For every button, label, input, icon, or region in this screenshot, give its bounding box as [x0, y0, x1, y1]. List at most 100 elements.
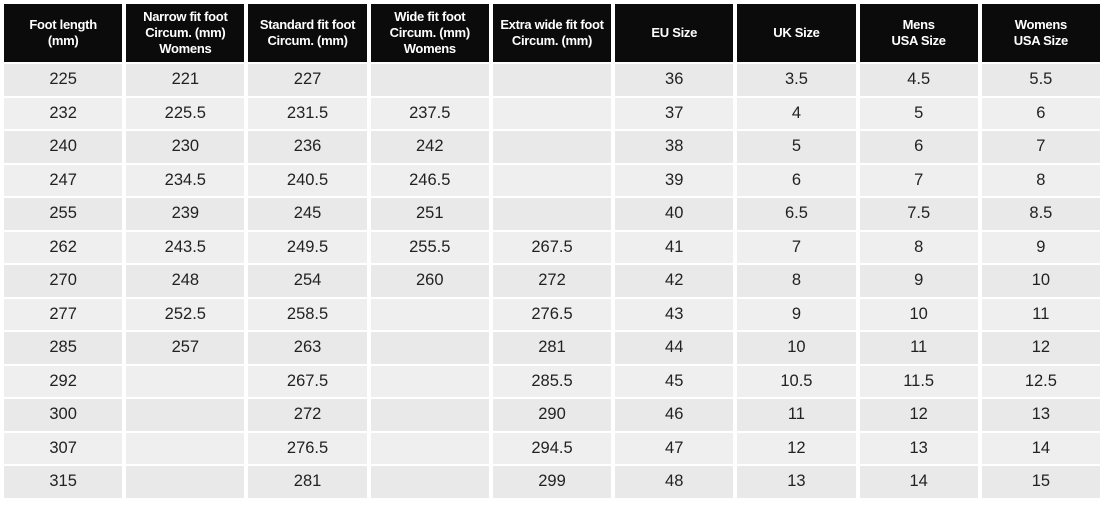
table-cell: 270 [4, 265, 123, 297]
table-cell [370, 332, 489, 364]
table-cell: 272 [248, 399, 367, 431]
table-cell: 11 [859, 332, 978, 364]
table-cell: 254 [248, 265, 367, 297]
table-cell [492, 97, 612, 129]
table-cell [370, 64, 489, 96]
table-cell: 11 [737, 399, 856, 431]
table-cell: 8 [981, 164, 1100, 196]
table-cell: 38 [615, 131, 734, 163]
table-cell [126, 365, 245, 397]
table-cell: 276.5 [248, 432, 367, 464]
table-cell: 9 [981, 231, 1100, 263]
table-cell: 237.5 [370, 97, 489, 129]
header-cell: Womens USA Size [981, 4, 1100, 62]
table-cell: 242 [370, 131, 489, 163]
table-cell: 7.5 [859, 198, 978, 230]
table-cell: 8 [737, 265, 856, 297]
table-cell: 11 [981, 298, 1100, 330]
header-cell: Standard fit foot Circum. (mm) [248, 4, 367, 62]
header-cell: EU Size [615, 4, 734, 62]
table-cell: 12 [859, 399, 978, 431]
table-cell: 40 [615, 198, 734, 230]
table-cell: 4 [737, 97, 856, 129]
table-cell: 225.5 [126, 97, 245, 129]
table-cell [126, 466, 245, 498]
table-cell: 10.5 [737, 365, 856, 397]
table-cell: 15 [981, 466, 1100, 498]
table-cell: 263 [248, 332, 367, 364]
table-cell: 7 [981, 131, 1100, 163]
table-cell: 12 [737, 432, 856, 464]
table-cell [126, 432, 245, 464]
table-cell: 45 [615, 365, 734, 397]
table-cell: 221 [126, 64, 245, 96]
table-cell: 243.5 [126, 231, 245, 263]
table-cell: 272 [492, 265, 612, 297]
table-cell: 252.5 [126, 298, 245, 330]
table-cell [370, 466, 489, 498]
table-cell: 299 [492, 466, 612, 498]
table-cell: 5 [859, 97, 978, 129]
table-cell: 276.5 [492, 298, 612, 330]
table-cell: 8.5 [981, 198, 1100, 230]
table-cell: 245 [248, 198, 367, 230]
table-cell: 240 [4, 131, 123, 163]
table-cell: 5.5 [981, 64, 1100, 96]
table-cell: 262 [4, 231, 123, 263]
table-cell: 236 [248, 131, 367, 163]
table-cell: 247 [4, 164, 123, 196]
table-cell: 6 [737, 164, 856, 196]
table-cell: 290 [492, 399, 612, 431]
table-cell: 281 [492, 332, 612, 364]
table-cell: 8 [859, 231, 978, 263]
table-cell: 255 [4, 198, 123, 230]
table-cell [370, 298, 489, 330]
table-cell: 300 [4, 399, 123, 431]
table-cell: 307 [4, 432, 123, 464]
table-cell: 6 [859, 131, 978, 163]
header-cell: Wide fit foot Circum. (mm) Womens [370, 4, 489, 62]
table-cell: 281 [248, 466, 367, 498]
header-cell: Foot length (mm) [4, 4, 123, 62]
table-cell: 13 [981, 399, 1100, 431]
table-cell: 4.5 [859, 64, 978, 96]
table-cell: 11.5 [859, 365, 978, 397]
header-cell: UK Size [737, 4, 856, 62]
table-cell: 36 [615, 64, 734, 96]
table-cell: 6 [981, 97, 1100, 129]
table-cell: 42 [615, 265, 734, 297]
table-cell [370, 432, 489, 464]
size-table: Foot length (mm) Narrow fit foot Circum. … [4, 4, 1100, 498]
table-cell: 267.5 [248, 365, 367, 397]
table-cell: 249.5 [248, 231, 367, 263]
table-cell: 48 [615, 466, 734, 498]
table-cell [492, 198, 612, 230]
table-cell: 13 [859, 432, 978, 464]
table-cell: 260 [370, 265, 489, 297]
table-cell [126, 399, 245, 431]
table-cell [370, 365, 489, 397]
table-cell: 292 [4, 365, 123, 397]
table-cell: 231.5 [248, 97, 367, 129]
table-cell: 9 [737, 298, 856, 330]
table-cell: 47 [615, 432, 734, 464]
table-cell [370, 399, 489, 431]
table-cell: 10 [737, 332, 856, 364]
table-cell: 232 [4, 97, 123, 129]
table-cell [492, 64, 612, 96]
table-cell: 9 [859, 265, 978, 297]
table-cell: 12.5 [981, 365, 1100, 397]
table-cell: 285 [4, 332, 123, 364]
table-cell: 240.5 [248, 164, 367, 196]
table-cell: 267.5 [492, 231, 612, 263]
table-cell: 12 [981, 332, 1100, 364]
table-cell: 14 [859, 466, 978, 498]
table-cell [492, 164, 612, 196]
table-cell: 39 [615, 164, 734, 196]
table-cell: 7 [737, 231, 856, 263]
header-cell: Narrow fit foot Circum. (mm) Womens [126, 4, 245, 62]
table-cell: 251 [370, 198, 489, 230]
table-cell: 44 [615, 332, 734, 364]
table-cell [492, 131, 612, 163]
